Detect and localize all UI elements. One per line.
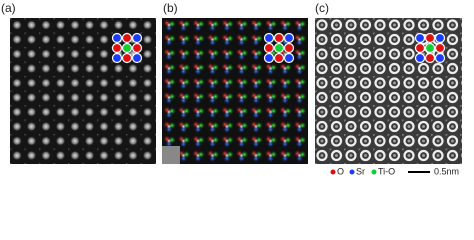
legend-label: O [337,166,344,176]
panel-label: (b) [163,1,178,15]
legend-marker [349,169,355,175]
panel-image [162,18,308,164]
atom-overlay [111,32,143,64]
legend-label: Ti-O [378,166,395,176]
color-wheel [162,146,180,164]
page: (a) (b) (c) O Sr Ti-O 0.5nm (() => { con… [1,1,462,177]
figure: (a) (b) (c) O Sr Ti-O 0.5nm [1,1,462,176]
atom-overlay [263,32,295,64]
panel-image [10,18,156,164]
legend-marker [371,169,377,175]
panel-label: (c) [315,1,329,15]
legend-marker [330,169,336,175]
legend-label: Sr [356,166,365,176]
atom-overlay [414,32,446,64]
panel-label: (a) [1,1,16,15]
scale-bar-label: 0.5nm [434,166,459,176]
